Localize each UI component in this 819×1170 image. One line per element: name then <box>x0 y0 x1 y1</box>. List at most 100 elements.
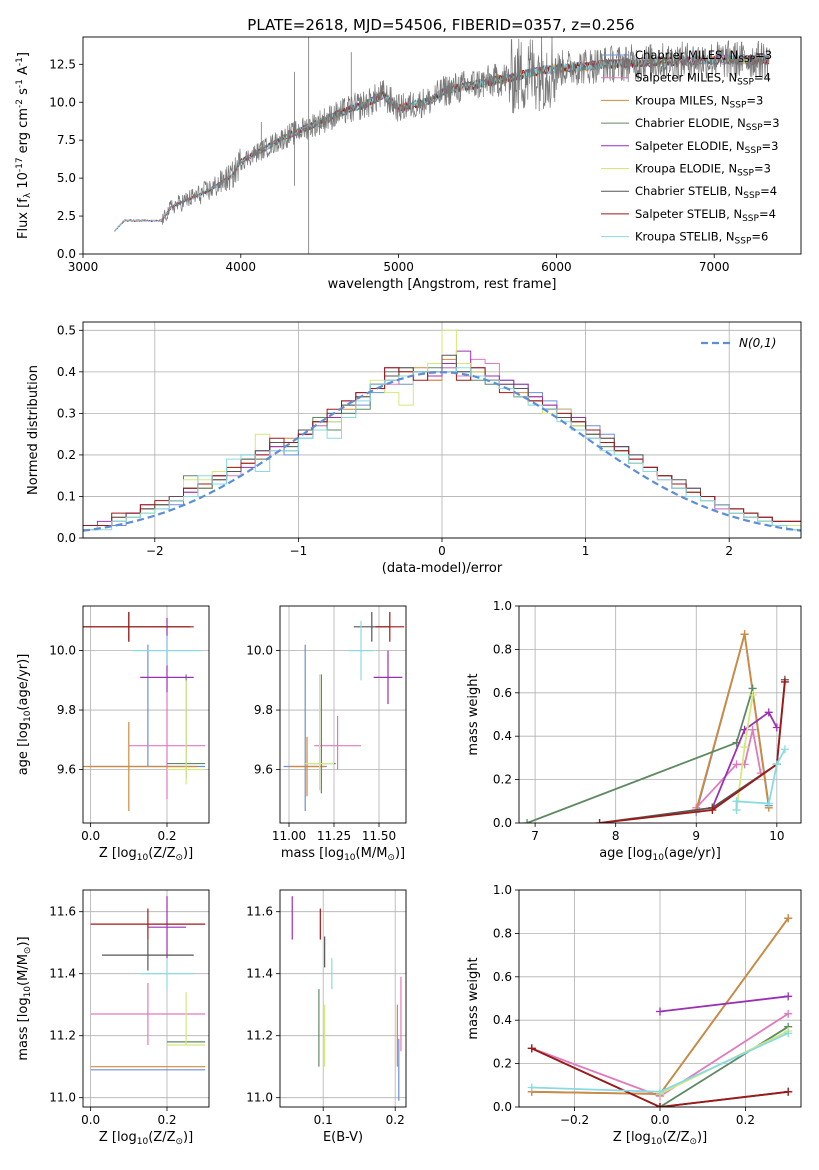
weight-series-chabrier-elodie <box>523 684 757 823</box>
errorbar-kroupa-stelib <box>140 958 194 990</box>
label-part: -17 <box>15 157 25 172</box>
x-tick-label: 3000 <box>68 260 99 274</box>
panel-mass_vs_EBV: 0.1 0.2 11.0 11.2 11.4 11.6 E(B-V) <box>246 889 407 1145</box>
label-part: Z [ <box>613 1130 631 1145</box>
errorbar-salpeter-elodie <box>147 896 187 959</box>
errorbar-salpeter-miles <box>128 692 206 800</box>
y-tick-label: 2.5 <box>57 209 76 223</box>
weight-series-chabrier-elodie <box>656 1022 793 1107</box>
label-part: log <box>117 1130 137 1145</box>
weight-line <box>695 633 770 811</box>
legend-label: Chabrier MILES, NSSP=3 <box>635 48 772 65</box>
label-part: (Z/Z <box>148 1130 175 1145</box>
label-part: (age/yr)] <box>16 654 31 711</box>
x-tick-label: 11.00 <box>272 829 306 843</box>
legend-item: Chabrier STELIB, NSSP=4 <box>601 184 777 201</box>
label-part: =6 <box>751 230 768 244</box>
x-tick-label: 1 <box>582 544 590 558</box>
weight-marker <box>780 677 789 686</box>
x-tick-label: 11.25 <box>317 829 351 843</box>
weight-marker <box>656 1087 664 1096</box>
legend-item: Salpeter STELIB, NSSP=4 <box>601 207 776 224</box>
x-tick-label: 0.0 <box>81 1113 100 1127</box>
legend-label: Kroupa MILES, NSSP=3 <box>635 93 763 110</box>
label-part: =3 <box>763 116 780 130</box>
legend-item: Kroupa ELODIE, NSSP=3 <box>601 162 771 179</box>
panel-age_vs_Z: 0.0 0.29.69.810.0Z [log10(Z/Z⊙)]age [log1… <box>16 605 210 863</box>
weight-series-salpeter-stelib <box>527 1044 793 1107</box>
y-tick-label: 0.0 <box>57 247 76 261</box>
label-part: Chabrier MILES, N <box>635 48 738 62</box>
label-part: 10 <box>652 853 664 863</box>
y-tick-label: 9.6 <box>254 762 273 776</box>
errorbar-salpeter-stelib <box>90 908 206 940</box>
legend-item: Chabrier MILES, NSSP=3 <box>601 48 772 65</box>
y-tick-label: 9.8 <box>254 703 273 717</box>
label-part: log <box>631 1130 651 1145</box>
weight-lines <box>527 914 793 1107</box>
label-part: )] <box>183 1130 193 1145</box>
y-tick-label: 11.0 <box>49 1091 76 1105</box>
legend-item: Salpeter ELODIE, NSSP=3 <box>601 139 778 156</box>
errorbars <box>90 896 206 1071</box>
plot-frame <box>518 889 802 1108</box>
y-tick-label: 0.0 <box>493 816 512 830</box>
weight-series-kroupa-stelib <box>527 1029 793 1096</box>
weight-marker <box>656 1103 664 1107</box>
label-part: =3 <box>762 139 779 153</box>
y-tick-label: 0.2 <box>493 1057 512 1071</box>
weight-series-chabrier-stelib <box>595 675 789 823</box>
y-tick-label: 11.2 <box>49 1029 76 1043</box>
weight-series-chabrier-miles <box>692 630 773 817</box>
label-part: 10 <box>651 1137 663 1147</box>
y-tick-label: 10.0 <box>246 644 273 658</box>
label-part: )] <box>183 846 193 861</box>
weight-marker <box>784 914 793 923</box>
weight-line <box>695 633 770 813</box>
label-part: Salpeter ELODIE, N <box>635 139 745 153</box>
legend-label: Salpeter ELODIE, NSSP=3 <box>635 139 778 156</box>
errorbar-chabrier-miles <box>90 644 206 768</box>
label-part: mass weight <box>466 957 481 1039</box>
weight-marker <box>784 1009 793 1018</box>
label-part: erg cm <box>16 108 31 157</box>
errorbars <box>291 896 402 1101</box>
label-part: ⊙ <box>175 853 183 863</box>
label-part: SSP <box>737 78 754 88</box>
weight-marker <box>740 630 749 639</box>
x-axis-label: wavelength [Angstrom, rest frame] <box>328 277 557 292</box>
label-part: Chabrier ELODIE, N <box>635 116 746 130</box>
x-tick-label: 0 <box>438 544 446 558</box>
x-tick-label: 8 <box>612 829 620 843</box>
label-part: log <box>324 846 344 861</box>
label-part: ⊙ <box>175 1137 183 1147</box>
plot-frame <box>82 889 210 1108</box>
y-axis-label: Flux [fλ 10-17 erg cm-2 s-1 A-1] <box>15 52 33 239</box>
label-part: )] <box>16 936 31 946</box>
label-part: ⊙ <box>23 947 33 955</box>
y-tick-label: 0.8 <box>493 926 512 940</box>
x-tick-label: 7 <box>531 829 539 843</box>
errorbar-kroupa-elodie <box>305 674 334 791</box>
errorbar-salpeter-stelib <box>83 611 194 642</box>
weight-marker <box>732 760 741 769</box>
weight-line <box>659 995 789 1013</box>
weight-series-kroupa-stelib <box>732 745 789 814</box>
y-tick-label: 1.0 <box>493 599 512 613</box>
y-tick-label: 0.4 <box>493 729 512 743</box>
label-part: f <box>16 198 31 203</box>
label-part: 10 <box>344 853 356 863</box>
y-tick-label: 0.4 <box>493 1013 512 1027</box>
label-part: -1 <box>15 79 25 88</box>
x-tick-label: 11.50 <box>362 829 396 843</box>
x-tick-label: 0.1 <box>314 1113 333 1127</box>
errorbar-chabrier-miles <box>283 644 327 812</box>
legend-label: Kroupa STELIB, NSSP=6 <box>635 230 768 247</box>
label-part: mass weight <box>466 673 481 755</box>
label-part: SSP <box>746 123 763 133</box>
spectrum-lines <box>114 37 770 254</box>
label-part: 10 <box>23 710 33 722</box>
x-tick-label: −1 <box>290 544 308 558</box>
legend-item: Salpeter MILES, NSSP=4 <box>601 71 771 88</box>
weight-series-kroupa-miles <box>692 630 773 814</box>
